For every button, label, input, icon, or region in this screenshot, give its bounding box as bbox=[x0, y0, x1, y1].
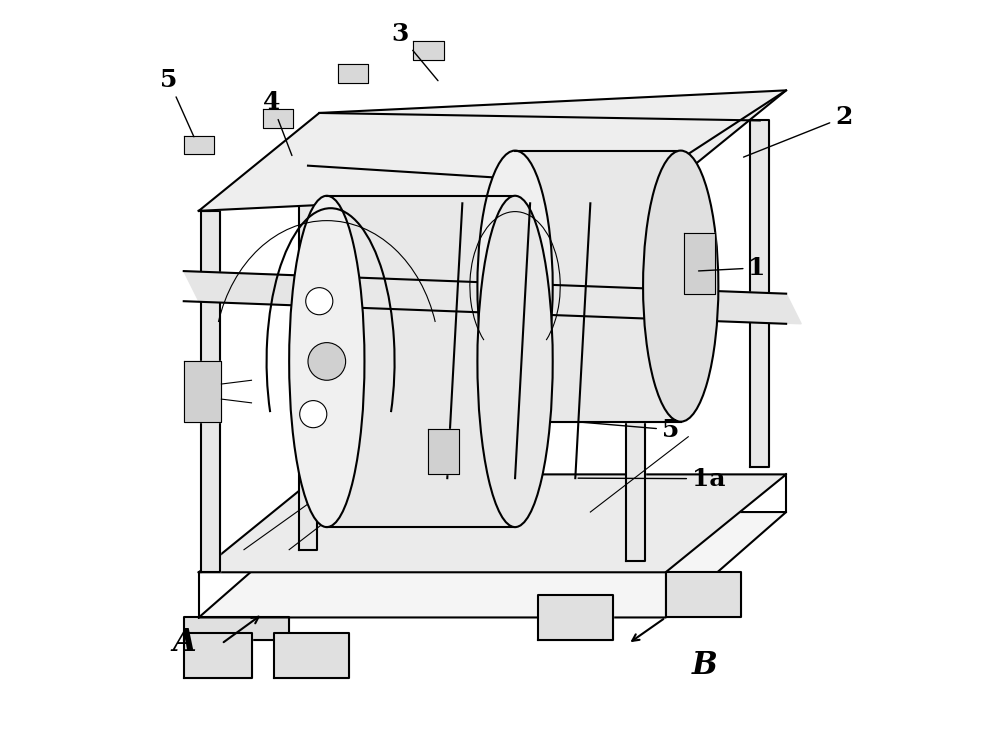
Text: 1a: 1a bbox=[578, 467, 726, 491]
Polygon shape bbox=[199, 474, 786, 572]
Circle shape bbox=[306, 288, 333, 315]
Circle shape bbox=[300, 401, 327, 428]
Text: 4: 4 bbox=[263, 90, 292, 156]
Polygon shape bbox=[684, 233, 715, 294]
Polygon shape bbox=[299, 166, 317, 550]
Polygon shape bbox=[201, 211, 220, 572]
Ellipse shape bbox=[477, 151, 553, 422]
Text: 5: 5 bbox=[578, 418, 679, 442]
Polygon shape bbox=[199, 512, 786, 617]
Polygon shape bbox=[199, 90, 786, 211]
Ellipse shape bbox=[477, 196, 553, 527]
Polygon shape bbox=[274, 633, 349, 678]
Text: 1: 1 bbox=[699, 256, 766, 280]
Text: 2: 2 bbox=[744, 105, 852, 157]
Polygon shape bbox=[538, 595, 613, 640]
Polygon shape bbox=[666, 572, 741, 617]
Polygon shape bbox=[413, 41, 444, 60]
Polygon shape bbox=[184, 617, 289, 640]
Ellipse shape bbox=[643, 151, 718, 422]
Polygon shape bbox=[327, 196, 515, 527]
Polygon shape bbox=[263, 109, 293, 128]
Polygon shape bbox=[184, 136, 214, 154]
Text: A: A bbox=[172, 627, 196, 658]
Circle shape bbox=[308, 343, 346, 380]
Polygon shape bbox=[184, 361, 221, 422]
Text: 5: 5 bbox=[160, 68, 194, 137]
Polygon shape bbox=[184, 633, 252, 678]
Text: 3: 3 bbox=[391, 23, 438, 81]
Polygon shape bbox=[184, 271, 801, 324]
Ellipse shape bbox=[289, 196, 364, 527]
Polygon shape bbox=[338, 64, 368, 83]
Polygon shape bbox=[515, 151, 681, 422]
Polygon shape bbox=[750, 120, 769, 467]
Polygon shape bbox=[428, 429, 459, 474]
Text: B: B bbox=[692, 650, 718, 681]
Polygon shape bbox=[626, 188, 645, 561]
